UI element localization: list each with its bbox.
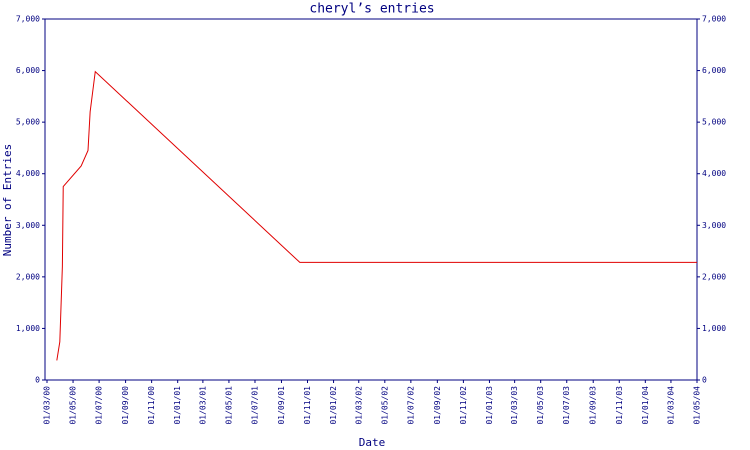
- y2-tick-label: 5,000: [702, 118, 726, 127]
- y-tick-label: 1,000: [16, 324, 40, 333]
- x-tick-label: 01/03/00: [43, 386, 52, 425]
- y-tick-label: 5,000: [16, 118, 40, 127]
- y2-tick-label: 7,000: [702, 15, 726, 24]
- x-tick-label: 01/01/01: [173, 386, 182, 425]
- x-tick-label: 01/07/03: [562, 386, 571, 425]
- y2-tick-label: 0: [702, 376, 707, 385]
- y-tick-label: 6,000: [16, 66, 40, 75]
- x-tick-label: 01/11/01: [303, 386, 312, 425]
- y-tick-label: 7,000: [16, 15, 40, 24]
- x-tick-label: 01/03/03: [510, 386, 519, 425]
- x-tick-label: 01/07/00: [95, 386, 104, 425]
- x-tick-label: 01/03/01: [198, 386, 207, 425]
- x-tick-label: 01/05/03: [536, 386, 545, 425]
- x-tick-label: 01/09/00: [121, 386, 130, 425]
- y2-tick-label: 4,000: [702, 169, 726, 178]
- x-tick-label: 01/11/00: [147, 386, 156, 425]
- x-tick-label: 01/09/02: [433, 386, 442, 425]
- x-tick-label: 01/07/01: [250, 386, 259, 425]
- x-tick-label: 01/11/03: [615, 386, 624, 425]
- plot-frame: [44, 18, 698, 381]
- x-axis-label: Date: [359, 436, 386, 449]
- y-tick-label: 2,000: [16, 272, 40, 281]
- x-tick-label: 01/03/02: [354, 386, 363, 425]
- x-tick-label: 01/01/04: [641, 386, 650, 425]
- x-tick-label: 01/01/03: [485, 386, 494, 425]
- y2-tick-label: 3,000: [702, 221, 726, 230]
- x-tick-label: 01/11/02: [459, 386, 468, 425]
- y2-tick-label: 2,000: [702, 272, 726, 281]
- x-tick-label: 01/05/01: [224, 386, 233, 425]
- x-tick-label: 01/05/00: [69, 386, 78, 425]
- x-tick-label: 01/07/02: [406, 386, 415, 425]
- y-tick-label: 4,000: [16, 169, 40, 178]
- x-tick-label: 01/05/02: [380, 386, 389, 425]
- x-tick-label: 01/05/04: [693, 386, 702, 425]
- x-tick-label: 01/03/04: [666, 386, 675, 425]
- y-tick-label: 3,000: [16, 221, 40, 230]
- y-tick-label: 0: [35, 376, 40, 385]
- data-line: [56, 70, 697, 361]
- y-axis-label: Number of Entries: [1, 144, 14, 257]
- y2-tick-label: 1,000: [702, 324, 726, 333]
- x-tick-label: 01/09/03: [589, 386, 598, 425]
- chart-title: cheryl’s entries: [309, 2, 434, 17]
- x-tick-label: 01/09/01: [277, 386, 286, 425]
- x-tick-label: 01/01/02: [329, 386, 338, 425]
- y2-tick-label: 6,000: [702, 66, 726, 75]
